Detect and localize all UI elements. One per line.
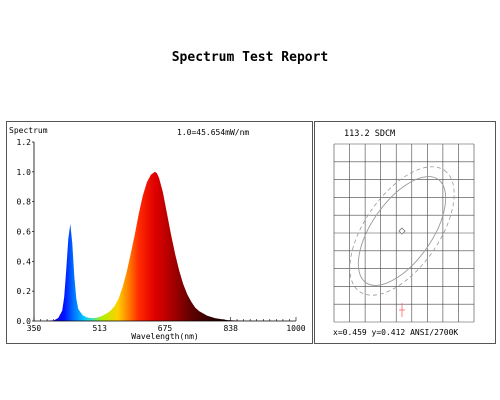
spectrum-area [34, 171, 296, 321]
x-tick-label: 513 [92, 324, 107, 333]
x-axis-label: Wavelength(nm) [131, 332, 198, 341]
y-axis-ticks: 0.0 0.2 0.4 0.6 0.8 1.0 1.2 [17, 138, 34, 326]
spectrum-chart: Spectrum 1.0=45.654mW/nm Wavelength(nm) … [9, 126, 306, 341]
report-title: Spectrum Test Report [171, 50, 329, 65]
x-tick-label: 675 [158, 324, 173, 333]
y-tick-label: 0.8 [17, 198, 32, 207]
sdcm-ellipse-inner [357, 176, 447, 286]
chromaticity-panel: 113.2 SDCM x=0.459 y=0.412 ANSI/2700K [314, 121, 496, 344]
y-tick-label: 0.6 [17, 228, 32, 237]
chromaticity-point-marker [398, 227, 406, 235]
chromaticity-chart: 113.2 SDCM x=0.459 y=0.412 ANSI/2700K [333, 129, 475, 337]
spectrum-chart-panel: Spectrum 1.0=45.654mW/nm Wavelength(nm) … [6, 121, 313, 344]
y-tick-label: 1.0 [17, 168, 32, 177]
x-tick-label: 838 [223, 324, 238, 333]
sdcm-title: 113.2 SDCM [344, 129, 395, 139]
chromaticity-grid [333, 143, 475, 323]
chromaticity-readout: x=0.459 y=0.412 ANSI/2700K [333, 328, 458, 337]
y-axis-label: Spectrum [9, 126, 48, 135]
y-tick-label: 0.4 [17, 257, 32, 266]
x-tick-label: 350 [27, 324, 42, 333]
y-tick-label: 0.0 [17, 317, 32, 326]
y-tick-label: 0.2 [17, 287, 32, 296]
x-tick-label: 1000 [286, 324, 305, 333]
y-tick-label: 1.2 [17, 138, 32, 147]
sdcm-ellipse-outer [349, 166, 455, 296]
chart-annotation: 1.0=45.654mW/nm [177, 128, 249, 137]
